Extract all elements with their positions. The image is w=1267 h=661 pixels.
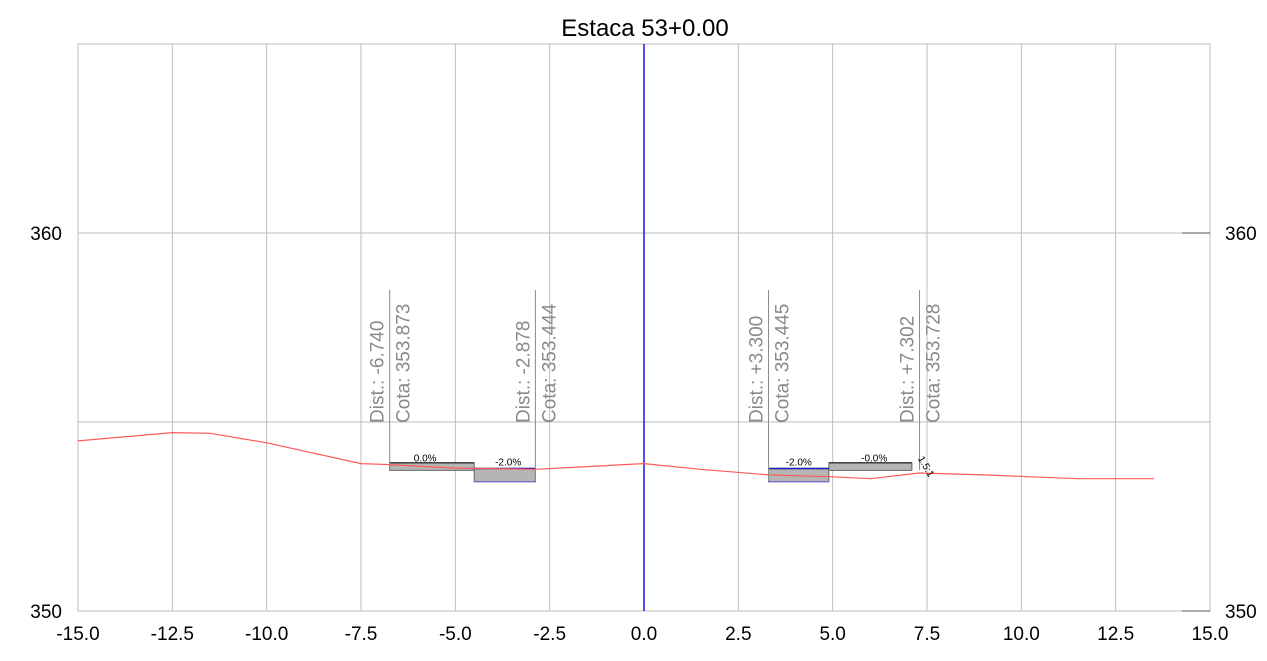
x-tick-label: 2.5 (725, 624, 751, 645)
x-tick-label: -15.0 (56, 624, 99, 645)
y-tick-label-right: 350 (1225, 602, 1257, 623)
annotation-dist: Dist.: +7.302 (898, 316, 919, 423)
annotation-cota: Cota: 353.873 (394, 304, 415, 423)
terrain-point (360, 462, 362, 465)
x-tick-label: -7.5 (345, 624, 378, 645)
terrain-point (832, 476, 834, 478)
annotation-cota: Cota: 353.445 (773, 304, 794, 423)
annotation-cota: Cota: 353.728 (924, 304, 945, 423)
x-tick-label: -12.5 (151, 624, 194, 645)
terrain-point (918, 472, 921, 474)
terrain-point (869, 478, 872, 480)
terrain-point (454, 467, 456, 469)
chart-title: Estaca 53+0.00 (561, 15, 728, 42)
pavement-layers (389, 462, 913, 483)
labels-group: -15.0 -12.5 -10.0 -7.5 -5.0 -2.5 0.0 2.5 5.0 7.5 1… (30, 224, 1256, 645)
slope-label: -2.0% (786, 457, 812, 468)
terrain-point (171, 431, 173, 434)
x-tick-label: 15.0 (1192, 624, 1229, 645)
terrain-point (1152, 478, 1154, 480)
y-tick-label-right: 360 (1225, 224, 1257, 245)
x-tick-label: 10.0 (1003, 624, 1040, 645)
annotation-dist: Dist.: -2.878 (513, 321, 534, 423)
x-tick-label: 5.0 (819, 624, 845, 645)
slope-label: 0.0% (414, 454, 437, 465)
x-tick-label: -10.0 (245, 624, 288, 645)
annotation-cota: Cota: 353.444 (539, 303, 560, 423)
terrain-point (586, 466, 589, 468)
slope-label: -2.0% (495, 457, 521, 468)
terrain-point (643, 462, 645, 465)
x-tick-label: -5.0 (439, 624, 472, 645)
pavement-block (473, 467, 536, 483)
terrain-line (77, 431, 1154, 480)
terrain-point (266, 442, 268, 444)
y-tick-label-left: 350 (30, 602, 62, 623)
x-tick-label: 0.0 (631, 624, 657, 645)
slope-label: -0.0% (861, 454, 887, 465)
slope-label: 1.5:1 (915, 454, 936, 479)
series-group (77, 44, 1154, 611)
terrain-point (1077, 478, 1079, 480)
y-tick-label-left: 360 (30, 224, 62, 245)
x-tick-label: -2.5 (533, 624, 566, 645)
x-tick-label: 12.5 (1097, 624, 1134, 645)
annotation-dist: Dist.: +3.300 (747, 316, 768, 423)
annotation-dist: Dist.: -6.740 (368, 321, 389, 423)
terrain-point (983, 474, 985, 476)
terrain-point (209, 432, 211, 434)
terrain-point (77, 440, 79, 442)
terrain-point (700, 468, 702, 470)
grid (77, 43, 1211, 612)
x-tick-label: 7.5 (914, 624, 940, 645)
